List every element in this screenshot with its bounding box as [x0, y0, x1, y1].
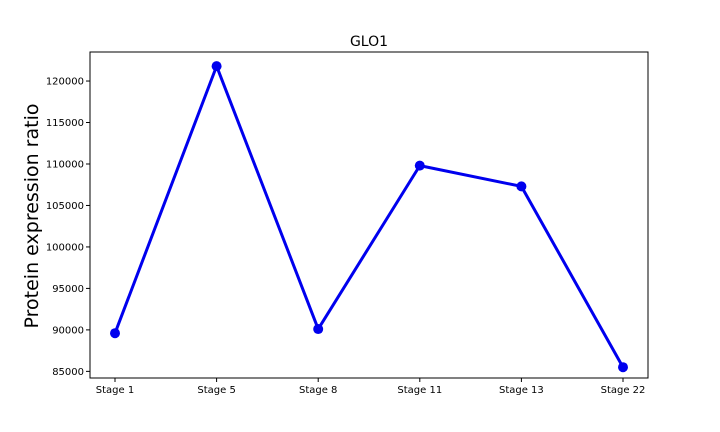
x-axis: Stage 1 Stage 5 Stage 8 Stage 11 Stage 13 Sta… [96, 378, 646, 396]
y-axis-label: Protein expression ratio [21, 104, 43, 329]
x-tick-label: Stage 8 [299, 385, 337, 396]
y-tick-label: 115000 [46, 118, 84, 129]
y-tick-label: 100000 [46, 242, 84, 253]
data-point [516, 181, 527, 192]
y-tick-label: 110000 [46, 159, 84, 170]
x-tick-label: Stage 22 [601, 385, 646, 396]
y-axis: 85000 90000 95000 100000 105000 110000 115000 1… [46, 77, 90, 378]
series-group [110, 61, 628, 373]
y-tick-label: 105000 [46, 201, 84, 212]
series-line [113, 64, 625, 368]
y-tick-label: 85000 [52, 367, 84, 378]
y-tick-label: 120000 [46, 77, 84, 88]
data-point [211, 61, 222, 72]
plot-area-frame [89, 51, 649, 379]
y-tick-label: 95000 [52, 284, 84, 295]
data-point [313, 324, 324, 335]
x-tick-label: Stage 13 [499, 385, 544, 396]
data-point [414, 160, 425, 171]
x-tick-label: Stage 1 [96, 385, 134, 396]
data-point [110, 328, 120, 339]
data-point [618, 362, 628, 373]
y-tick-label: 90000 [52, 325, 84, 336]
x-tick-label: Stage 11 [397, 385, 442, 396]
chart-title: GLO1 [350, 34, 388, 50]
x-tick-label: Stage 5 [197, 385, 235, 396]
